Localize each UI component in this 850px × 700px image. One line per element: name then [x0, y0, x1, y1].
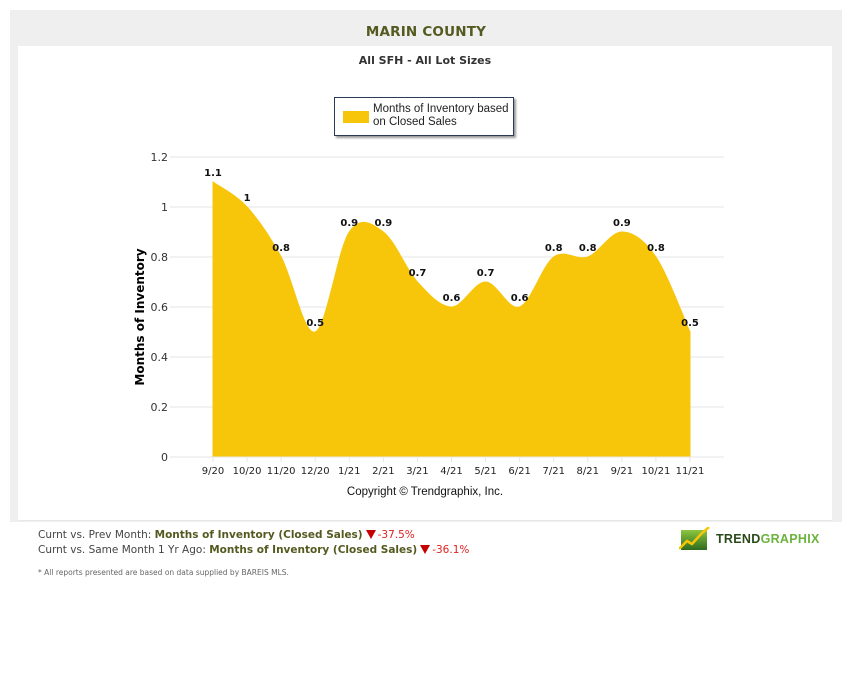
data-source-note: * All reports presented are based on dat… — [38, 568, 289, 577]
data-label: 0.9 — [374, 218, 392, 229]
report-panel: MARIN COUNTY All SFH - All Lot Sizes Mon… — [10, 10, 842, 522]
data-label: 0.5 — [681, 318, 699, 329]
x-tick-label: 2/21 — [372, 466, 394, 477]
data-labels: 1.1 1 0.8 0.5 0.9 0.9 0.7 0.6 0.7 0.6 0.8 0.8 0.9 0.8… — [204, 168, 699, 329]
down-triangle-icon — [420, 544, 431, 554]
data-label: 1 — [244, 193, 251, 204]
stat-year-ago: Curnt vs. Same Month 1 Yr Ago: Months of… — [38, 543, 470, 556]
data-label: 0.6 — [443, 293, 461, 304]
y-tick-label: 1.2 — [151, 151, 169, 164]
chart-card: All SFH - All Lot Sizes Months of Invent… — [18, 46, 832, 521]
x-tick-label: 12/20 — [301, 466, 330, 477]
x-tick-label: 1/21 — [338, 466, 360, 477]
y-tick-label: 0 — [161, 451, 168, 464]
chart-legend[interactable]: Months of Inventory based on Closed Sale… — [334, 97, 514, 136]
stat-change: -37.5% — [377, 529, 415, 541]
area-chart: 0 0.2 0.4 0.6 0.8 1 1.2 9/20 10/20 11/20 12/20 1/2… — [133, 151, 724, 477]
x-axis-ticks: 9/20 10/20 11/20 12/20 1/21 2/21 3/21 4/21 5/21 6… — [170, 456, 724, 477]
data-label: 0.9 — [613, 218, 631, 229]
chart-copyright: Copyright © Trendgraphix, Inc. — [346, 486, 504, 498]
stat-metric: Months of Inventory (Closed Sales) — [209, 543, 418, 556]
x-tick-label: 7/21 — [542, 466, 564, 477]
x-tick-label: 10/21 — [642, 466, 671, 477]
data-label: 0.8 — [272, 243, 290, 254]
data-label: 0.5 — [306, 318, 324, 329]
data-label: 0.6 — [511, 293, 529, 304]
legend-swatch-icon — [343, 111, 369, 123]
stat-prev-month: Curnt vs. Prev Month: Months of Inventor… — [38, 529, 415, 541]
y-axis-label: Months of Inventory — [133, 248, 147, 385]
page-title: MARIN COUNTY — [365, 24, 487, 40]
area-series — [212, 181, 691, 458]
x-tick-label: 4/21 — [440, 466, 462, 477]
y-tick-label: 0.4 — [151, 351, 169, 364]
x-tick-label: 6/21 — [508, 466, 530, 477]
y-tick-label: 0.8 — [151, 251, 169, 264]
y-axis-ticks: 0 0.2 0.4 0.6 0.8 1 1.2 — [151, 151, 169, 464]
stat-change: -36.1% — [432, 543, 470, 556]
data-label: 0.7 — [409, 268, 427, 279]
x-tick-label: 11/21 — [676, 466, 705, 477]
data-label: 0.8 — [579, 243, 597, 254]
y-tick-label: 0.2 — [151, 401, 169, 414]
data-label: 0.7 — [477, 268, 495, 279]
x-tick-label: 5/21 — [474, 466, 496, 477]
data-label: 0.8 — [545, 243, 563, 254]
comparison-stats: Curnt vs. Prev Month: Months of Inventor… — [38, 528, 469, 557]
x-tick-label: 3/21 — [406, 466, 428, 477]
x-tick-label: 10/20 — [233, 466, 262, 477]
y-tick-label: 0.6 — [151, 301, 169, 314]
data-label: 1.1 — [204, 168, 222, 179]
logo-chart-icon — [679, 527, 710, 550]
y-tick-label: 1 — [161, 201, 168, 214]
data-label: 0.9 — [340, 218, 358, 229]
x-tick-label: 8/21 — [577, 466, 599, 477]
chart-subtitle: All SFH - All Lot Sizes — [358, 54, 492, 67]
stat-metric: Months of Inventory (Closed Sales) — [154, 529, 363, 541]
down-triangle-icon — [365, 530, 376, 539]
data-label: 0.8 — [647, 243, 665, 254]
x-tick-label: 11/20 — [267, 466, 296, 477]
legend-label: Months of Inventory based on Closed Sale… — [373, 103, 509, 128]
trendgraphix-logo[interactable]: TRENDGRAPHIX — [679, 527, 819, 551]
x-tick-label: 9/20 — [202, 466, 224, 477]
x-tick-label: 9/21 — [611, 466, 633, 477]
